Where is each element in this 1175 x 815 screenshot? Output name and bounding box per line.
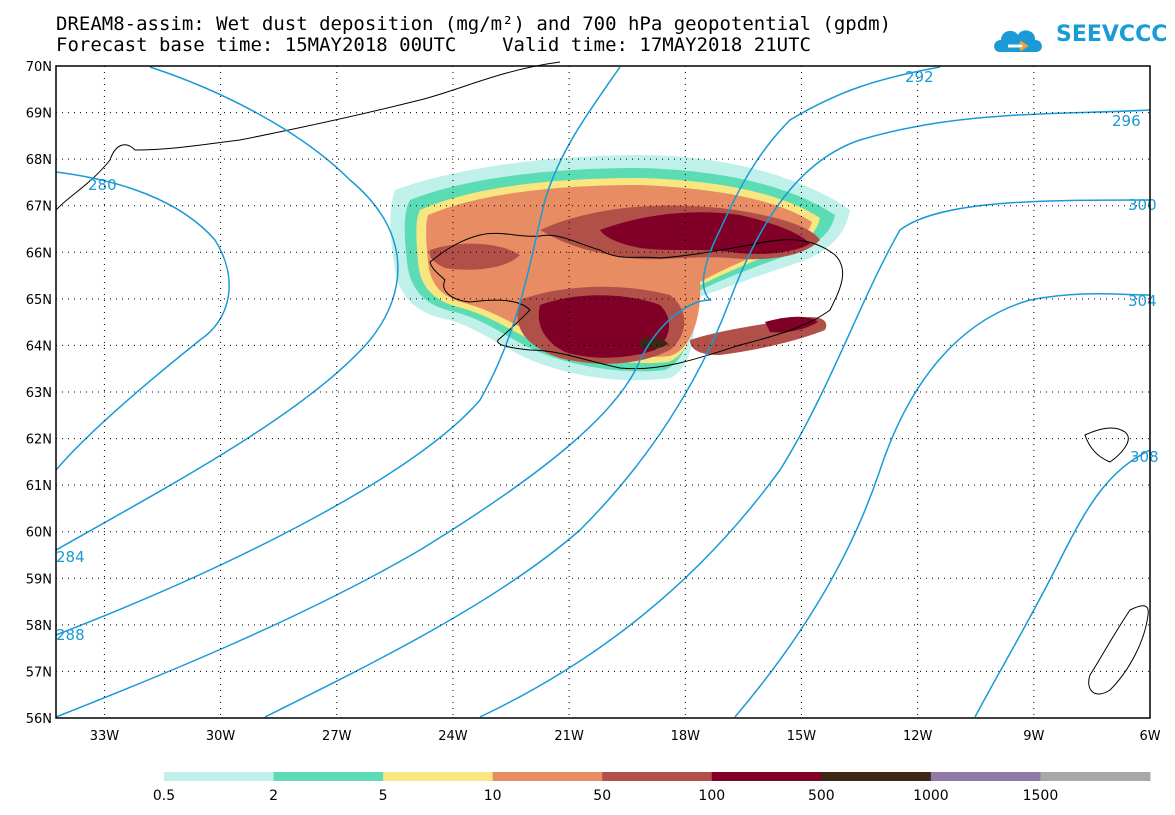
chart-title-line-1: DREAM8-assim: Wet dust deposition (mg/m²…: [56, 13, 892, 35]
longitude-label: 27W: [322, 729, 352, 744]
colorbar-label: 1500: [1023, 788, 1059, 804]
latitude-labels: 70N 69N 68N 67N 66N 65N 64N 63N 62N 61N 60N 59N 58N 5…: [26, 60, 52, 727]
longitude-label: 6W: [1139, 729, 1160, 744]
chart-title-line-2: Forecast base time: 15MAY2018 00UTC Vali…: [56, 34, 811, 56]
map-grid: [56, 66, 1150, 718]
logo-text: SEEVCCC: [1056, 22, 1168, 47]
colorbar-label: 2: [269, 788, 278, 804]
colorbar-swatch: [930, 772, 1041, 781]
longitude-label: 30W: [206, 729, 236, 744]
contour-label: 304: [1128, 292, 1157, 310]
colorbar-swatch: [273, 772, 384, 781]
colorbar-label: 100: [698, 788, 725, 804]
colorbar-swatch: [821, 772, 932, 781]
colorbar-swatch: [383, 772, 494, 781]
latitude-label: 57N: [26, 665, 52, 680]
geopotential-contours: [55, 66, 1151, 718]
colorbar-label: 0.5: [153, 788, 175, 804]
map-frame: [55, 65, 1151, 719]
colorbar-label: 500: [808, 788, 835, 804]
latitude-label: 65N: [26, 293, 52, 308]
latitude-label: 68N: [26, 153, 52, 168]
longitude-label: 21W: [554, 729, 584, 744]
dust-field: [390, 155, 850, 381]
longitude-labels: 33W 30W 27W 24W 21W 18W 15W 12W 9W 6W: [90, 729, 1161, 744]
latitude-label: 64N: [26, 339, 52, 354]
latitude-label: 61N: [26, 479, 52, 494]
contour-label: 292: [905, 68, 934, 86]
longitude-label: 18W: [671, 729, 701, 744]
latitude-label: 60N: [26, 526, 52, 541]
longitude-label: 9W: [1023, 729, 1044, 744]
latitude-label: 67N: [26, 200, 52, 215]
seevccc-cloud-logo-icon: [994, 30, 1042, 52]
longitude-label: 15W: [787, 729, 817, 744]
latitude-label: 63N: [26, 386, 52, 401]
colorbar-label: 10: [484, 788, 502, 804]
latitude-label: 58N: [26, 619, 52, 634]
contour-label: 288: [56, 626, 85, 644]
colorbar-swatch: [164, 772, 275, 781]
longitude-label: 24W: [438, 729, 468, 744]
latitude-label: 62N: [26, 433, 52, 448]
colorbar: 0.5 2 5 10 50 100 500 1000 1500: [153, 772, 1151, 804]
colorbar-swatch: [1040, 772, 1151, 781]
longitude-label: 33W: [90, 729, 120, 744]
colorbar-swatch: [492, 772, 603, 781]
latitude-label: 70N: [26, 60, 52, 75]
contour-label: 308: [1130, 448, 1159, 466]
contour-label: 284: [56, 548, 85, 566]
contour-label: 300: [1128, 196, 1157, 214]
contour-label: 296: [1112, 112, 1141, 130]
longitude-label: 12W: [903, 729, 933, 744]
latitude-label: 59N: [26, 572, 52, 587]
latitude-label: 66N: [26, 246, 52, 261]
colorbar-swatch: [602, 772, 713, 781]
latitude-label: 69N: [26, 107, 52, 122]
colorbar-label: 5: [379, 788, 388, 804]
colorbar-label: 50: [593, 788, 611, 804]
latitude-label: 56N: [26, 712, 52, 727]
colorbar-swatch: [711, 772, 822, 781]
colorbar-label: 1000: [913, 788, 949, 804]
contour-label: 280: [88, 176, 117, 194]
